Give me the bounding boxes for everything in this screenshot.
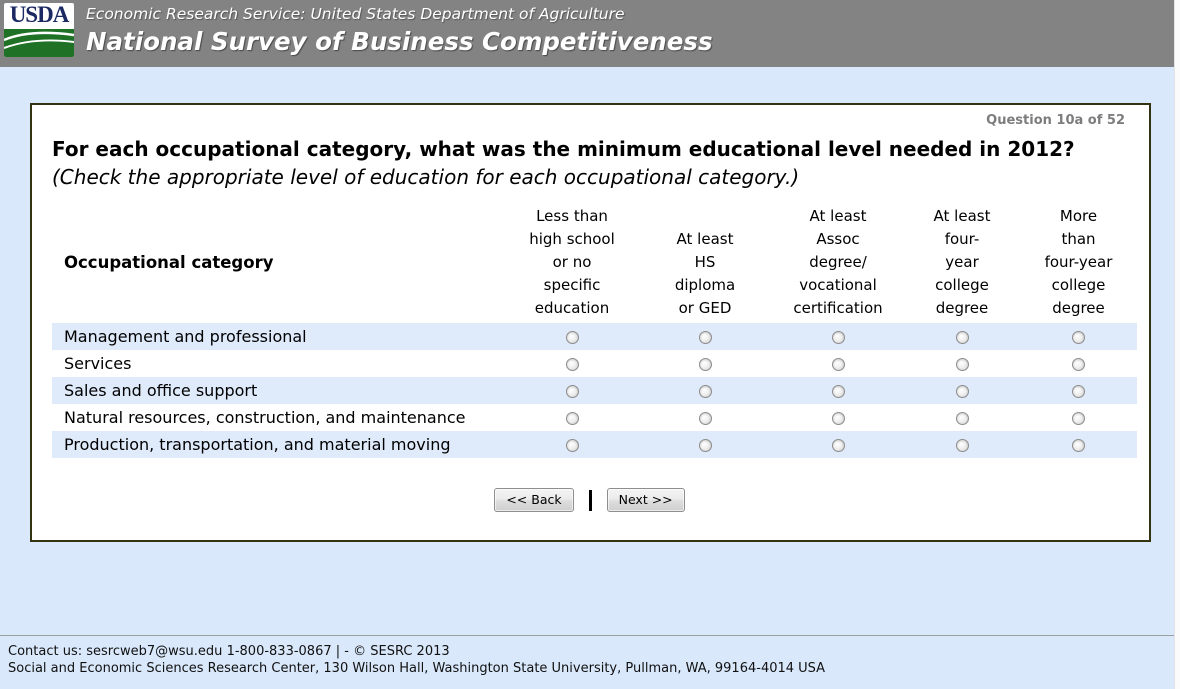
category-column-header: Occupational category — [64, 253, 274, 272]
question-text-bold: For each occupational category, what was… — [52, 137, 1075, 161]
row-label: Natural resources, construction, and mai… — [64, 407, 466, 427]
radio-option[interactable] — [1072, 330, 1085, 344]
radio-option[interactable] — [698, 384, 712, 398]
question-progress: Question 10a of 52 — [986, 113, 1125, 128]
radio-option[interactable] — [698, 330, 712, 344]
radio-option[interactable] — [565, 384, 579, 398]
footer: Contact us: sesrcweb7@wsu.edu 1-800-833-… — [0, 635, 1180, 689]
radio-option[interactable] — [955, 438, 969, 452]
row-label: Services — [64, 353, 132, 373]
radio-option[interactable] — [1072, 411, 1085, 425]
column-header-less-than-hs: Less than high school or no specific edu… — [529, 207, 615, 317]
radio-option[interactable] — [1072, 357, 1085, 371]
survey-title: National Survey of Business Competitiven… — [86, 27, 713, 56]
radio-option[interactable] — [698, 411, 712, 425]
agency-line: Economic Research Service: United States… — [86, 5, 625, 23]
radio-option[interactable] — [565, 357, 579, 371]
table-row: Natural resources, construction, and mai… — [52, 404, 1137, 431]
radio-option[interactable] — [955, 384, 969, 398]
radio-option[interactable] — [565, 330, 579, 344]
radio-option[interactable] — [698, 438, 712, 452]
radio-option[interactable] — [955, 411, 969, 425]
contact-email: sesrcweb7@wsu.edu — [86, 644, 223, 659]
usda-field-icon — [4, 29, 74, 57]
radio-option[interactable] — [698, 357, 712, 371]
radio-option[interactable] — [955, 357, 969, 371]
row-label: Management and professional — [64, 326, 307, 346]
column-header-hs-diploma: At least HS diploma or GED — [674, 230, 736, 317]
nav-button-row: << Back Next >> — [52, 488, 1127, 512]
scrollbar-track — [1174, 0, 1180, 689]
table-row: Production, transportation, and material… — [52, 431, 1137, 458]
radio-option[interactable] — [831, 330, 845, 344]
back-button[interactable]: << Back — [494, 488, 574, 512]
footer-copyright: © SESRC 2013 — [353, 644, 450, 659]
next-button[interactable]: Next >> — [606, 488, 685, 512]
education-matrix-table: Occupational category Less than high sch… — [52, 201, 1137, 458]
radio-option[interactable] — [831, 384, 845, 398]
contact-label: Contact us: — [8, 644, 83, 659]
radio-option[interactable] — [1072, 438, 1085, 452]
row-label: Production, transportation, and material… — [64, 434, 451, 454]
footer-address-line: Social and Economic Sciences Research Ce… — [8, 661, 826, 676]
usda-header-banner: USDA Economic Research Service: United S… — [0, 0, 1180, 67]
table-row: Sales and office support — [52, 377, 1137, 404]
question-card: Question 10a of 52 For each occupational… — [30, 103, 1151, 542]
matrix-header-row: Occupational category Less than high sch… — [52, 201, 1137, 323]
column-header-assoc-degree: At least Assoc degree/ vocational certif… — [793, 207, 883, 317]
footer-separator: | - — [335, 644, 349, 659]
radio-option[interactable] — [1072, 384, 1085, 398]
button-separator — [588, 489, 592, 511]
column-header-four-year: At least four- year college degree — [933, 207, 991, 317]
radio-option[interactable] — [831, 357, 845, 371]
footer-contact-line: Contact us: sesrcweb7@wsu.edu 1-800-833-… — [8, 643, 1170, 660]
contact-phone: 1-800-833-0867 — [226, 644, 332, 659]
table-row: Management and professional — [52, 323, 1137, 350]
usda-logo: USDA — [4, 3, 74, 57]
radio-option[interactable] — [831, 438, 845, 452]
radio-option[interactable] — [955, 330, 969, 344]
radio-option[interactable] — [565, 438, 579, 452]
table-row: Services — [52, 350, 1137, 377]
radio-option[interactable] — [831, 411, 845, 425]
question-text: For each occupational category, what was… — [52, 135, 1127, 191]
radio-option[interactable] — [565, 411, 579, 425]
row-label: Sales and office support — [64, 380, 258, 400]
column-header-more-than-four-year: More than four-year college degree — [1044, 207, 1113, 317]
page-background: Question 10a of 52 For each occupational… — [0, 67, 1180, 635]
question-text-note: (Check the appropriate level of educatio… — [52, 165, 800, 189]
usda-logo-text: USDA — [9, 3, 70, 27]
